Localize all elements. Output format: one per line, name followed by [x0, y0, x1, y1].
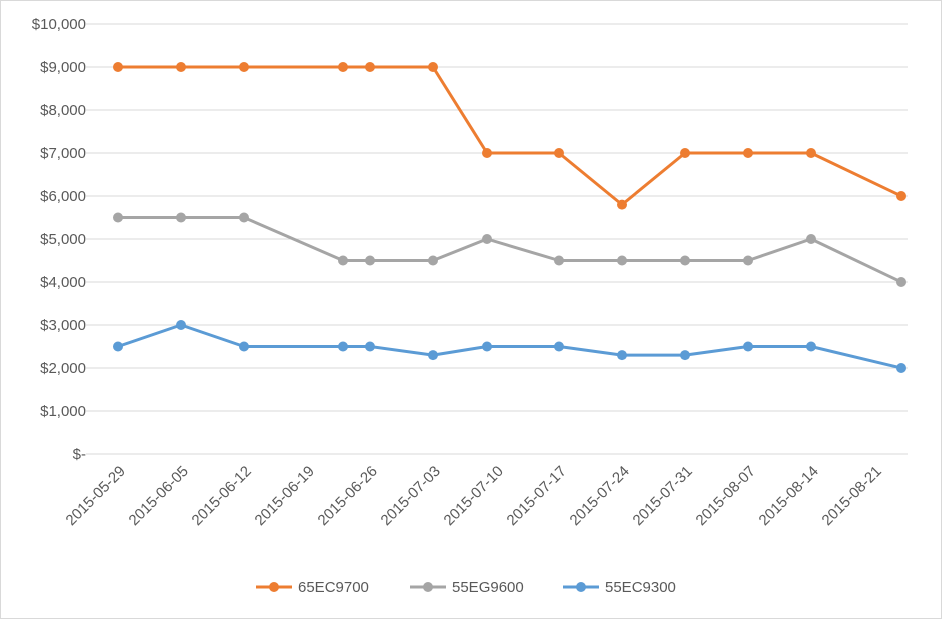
- legend-marker: [576, 582, 586, 592]
- x-tick-label: 2015-08-21: [819, 463, 885, 529]
- legend-item: 65EC9700: [256, 579, 369, 596]
- data-point: [482, 234, 492, 244]
- data-point: [743, 255, 753, 266]
- data-point: [338, 255, 348, 266]
- data-point: [896, 363, 906, 373]
- data-point: [365, 62, 375, 72]
- legend-item: 55EG9600: [410, 579, 524, 596]
- y-tick-label: $10,000: [32, 16, 86, 33]
- legend-label: 65EC9700: [298, 579, 369, 596]
- y-axis-ticks: $- $1,000 $2,000 $3,000 $4,000 $5,000 $6,000 $7…: [32, 16, 86, 463]
- data-point: [680, 255, 690, 266]
- data-point: [338, 62, 348, 72]
- data-point: [428, 255, 438, 266]
- series-line: [117, 323, 902, 370]
- data-point: [239, 341, 249, 352]
- data-point: [428, 350, 438, 361]
- data-point: [896, 277, 906, 287]
- legend: 65EC9700 55EG9600 55EC9300: [256, 579, 676, 596]
- y-tick-label: $8,000: [40, 102, 86, 119]
- data-point: [743, 341, 753, 352]
- data-point: [680, 350, 690, 361]
- data-point: [176, 212, 186, 223]
- data-point: [113, 62, 123, 72]
- y-tick-label: $-: [73, 446, 86, 463]
- data-point: [680, 148, 690, 158]
- data-point: [113, 212, 123, 223]
- legend-marker: [269, 582, 279, 592]
- data-point: [365, 255, 375, 266]
- data-point: [176, 62, 186, 72]
- data-point: [554, 255, 564, 266]
- data-point: [896, 191, 906, 201]
- data-point: [554, 341, 564, 352]
- x-tick-label: 2015-07-31: [630, 463, 696, 529]
- series-line: [118, 65, 902, 207]
- series-55EG9600: [113, 212, 906, 287]
- x-tick-label: 2015-07-17: [504, 463, 570, 529]
- data-point: [617, 199, 627, 210]
- x-tick-label: 2015-07-24: [567, 463, 633, 529]
- data-point: [743, 148, 753, 158]
- x-tick-label: 2015-05-29: [63, 463, 129, 529]
- y-tick-label: $4,000: [40, 274, 86, 291]
- data-point: [176, 320, 186, 330]
- legend-label: 55EG9600: [452, 579, 524, 596]
- legend-marker: [423, 582, 433, 592]
- series-55EC9300: [113, 320, 906, 373]
- series-65EC9700: [113, 62, 906, 210]
- data-point: [239, 62, 249, 72]
- x-tick-label: 2015-06-05: [126, 463, 192, 529]
- data-point: [806, 234, 816, 244]
- x-tick-label: 2015-06-19: [252, 463, 318, 529]
- series-group: [113, 62, 906, 373]
- data-point: [482, 148, 492, 158]
- data-point: [617, 350, 627, 361]
- legend-item: 55EC9300: [563, 579, 676, 596]
- y-tick-label: $6,000: [40, 188, 86, 205]
- y-tick-label: $2,000: [40, 360, 86, 377]
- gridlines: [86, 23, 908, 455]
- data-point: [365, 341, 375, 352]
- y-tick-label: $3,000: [40, 317, 86, 334]
- x-tick-label: 2015-08-14: [756, 463, 822, 529]
- legend-label: 55EC9300: [605, 579, 676, 596]
- x-tick-label: 2015-08-07: [693, 463, 759, 529]
- data-point: [239, 212, 249, 223]
- data-point: [338, 341, 348, 352]
- data-point: [806, 148, 816, 158]
- data-point: [113, 341, 123, 352]
- x-tick-label: 2015-07-03: [378, 463, 444, 529]
- y-tick-label: $1,000: [40, 403, 86, 420]
- x-tick-label: 2015-06-12: [189, 463, 255, 529]
- y-tick-label: $9,000: [40, 59, 86, 76]
- x-tick-label: 2015-06-26: [315, 463, 381, 529]
- data-point: [806, 341, 816, 352]
- data-point: [617, 255, 627, 266]
- data-point: [554, 148, 564, 158]
- y-tick-label: $5,000: [40, 231, 86, 248]
- y-tick-label: $7,000: [40, 145, 86, 162]
- data-point: [428, 62, 438, 72]
- data-point: [482, 341, 492, 352]
- x-tick-label: 2015-07-10: [441, 463, 507, 529]
- series-line: [118, 216, 902, 284]
- x-axis-ticks: 2015-05-292015-06-052015-06-122015-06-19…: [63, 463, 885, 529]
